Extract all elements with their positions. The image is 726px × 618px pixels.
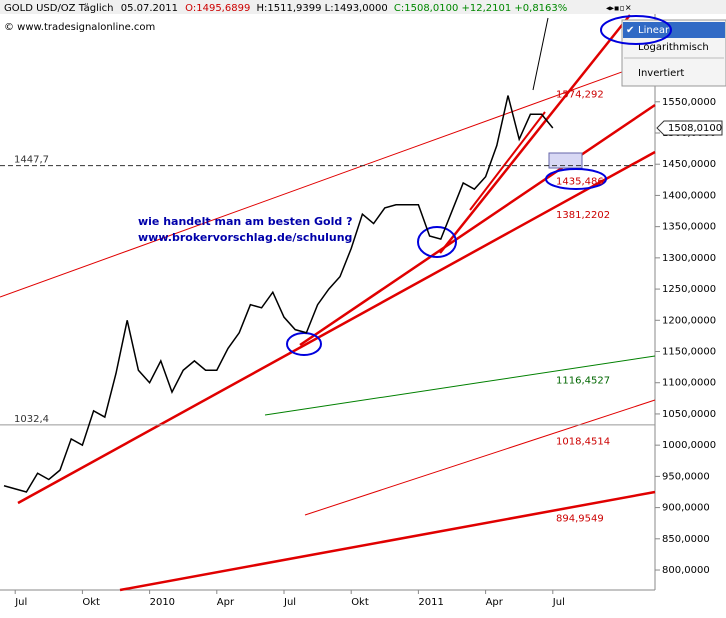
y-tick-label: 1150,0000 [662,347,716,358]
price-box-label: 1508,0100 [668,123,722,134]
level-label: 1447,7 [14,155,49,166]
annotation: www.brokervorschlag.de/schulung [138,231,352,244]
trend-label: 1381,2202 [556,210,610,221]
y-tick-label: 1450,0000 [662,159,716,170]
circle-mark [417,226,457,258]
x-tick-label: 2011 [418,597,443,608]
trend-line [17,150,656,505]
y-tick-label: 1250,0000 [662,284,716,295]
menu-item[interactable]: Logarithmisch [638,42,709,53]
y-tick-label: 1350,0000 [662,222,716,233]
y-tick-label: 800,0000 [662,565,710,576]
trend-line [119,490,656,592]
trend-label: 1018,4514 [556,437,610,448]
annotation: wie handelt man am besten Gold ? [138,215,352,228]
circle-mark [600,15,672,45]
trend-line [299,103,656,347]
channel-line [0,59,656,298]
circle-mark [545,168,607,190]
y-tick-label: 1300,0000 [662,253,716,264]
y-tick-label: 1550,0000 [662,97,716,108]
watermark: © www.tradesignalonline.com [4,22,155,33]
open: O:1495,6899 [185,3,250,14]
high-low: H:1511,9399 L:1493,0000 [257,3,388,14]
channel-line [304,399,656,516]
menu-highlight [623,22,725,38]
x-tick-label: Jul [552,597,565,608]
x-tick-label: Apr [217,597,235,608]
date: 05.07.2011 [121,3,178,14]
y-tick-label: 1050,0000 [662,409,716,420]
y-tick-label: 1000,0000 [662,440,716,451]
green-line [264,355,656,416]
y-tick-label: 1200,0000 [662,315,716,326]
trend-label: 1435,486 [556,176,604,187]
x-tick-label: Okt [351,597,369,608]
drawings [0,14,656,592]
x-tick-label: Okt [82,597,100,608]
y-tick-label: 1100,0000 [662,378,716,389]
y-tick-label: 900,0000 [662,503,710,514]
price-box [656,120,723,136]
menu-item[interactable]: Invertiert [638,68,684,79]
header: GOLD USD/OZ Täglich 05.07.2011 O:1495,68… [4,3,567,14]
header-bar [0,0,726,14]
symbol: GOLD USD/OZ Täglich [4,3,114,14]
y-tick-label: 950,0000 [662,471,710,482]
trend-label: 894,9549 [556,514,604,525]
close: C:1508,0100 +12,2101 +0,8163% [394,3,567,14]
level-label: 1032,4 [14,414,49,425]
price-line [3,95,554,493]
trend-label: 1574,292 [556,90,604,101]
check: ✔ [626,25,634,36]
pointer-line [532,17,549,91]
x-tick-label: Jul [283,597,296,608]
x-tick-label: 2010 [150,597,175,608]
y-tick-label: 1400,0000 [662,190,716,201]
trend-label: 1116,4527 [556,375,610,386]
y-tick-label: 850,0000 [662,534,710,545]
x-tick-label: Jul [14,597,27,608]
menu-item[interactable]: Linear [638,25,670,36]
box [548,152,583,169]
toolbar[interactable]: ◂▸▪▫✕ [606,4,632,13]
circle-mark [286,332,322,356]
trend-line [469,111,546,211]
x-tick-label: Apr [486,597,504,608]
trend-line [439,14,631,254]
